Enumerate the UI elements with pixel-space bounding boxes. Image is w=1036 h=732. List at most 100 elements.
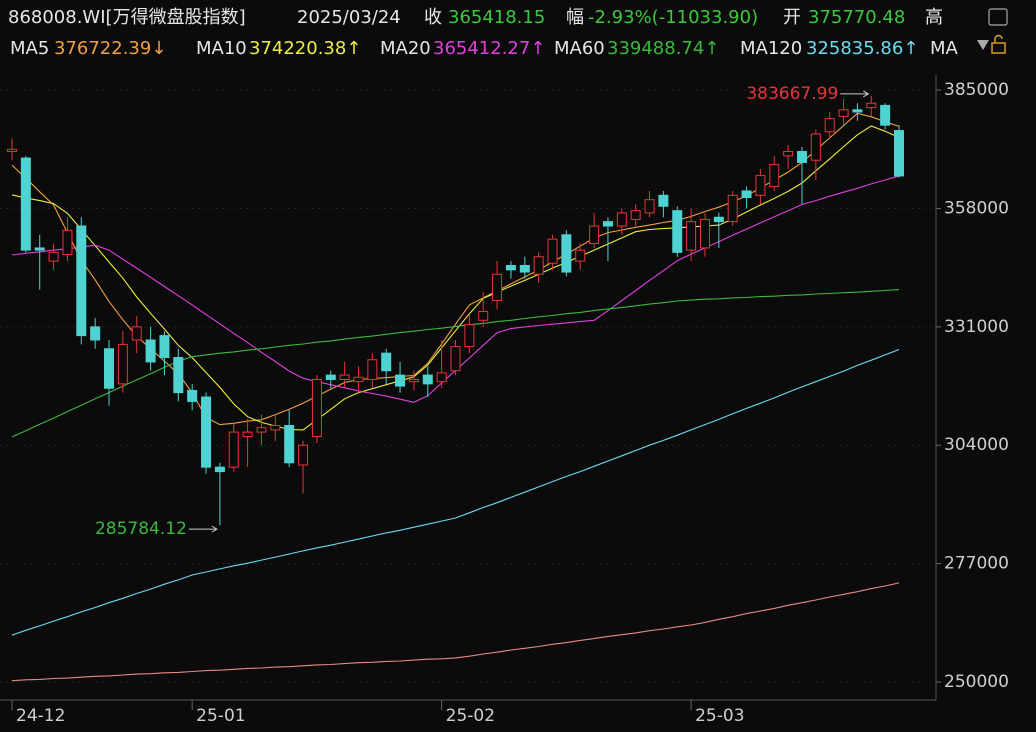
candle-body xyxy=(616,212,627,227)
candle-body xyxy=(325,374,336,380)
candle-body xyxy=(894,130,904,177)
annotation: 383667.99 xyxy=(746,84,838,104)
candle-body xyxy=(76,225,87,337)
open-label: 开 xyxy=(783,7,801,28)
candle-body xyxy=(575,249,586,262)
y-tick-label: 331000 xyxy=(944,317,1009,337)
candle-body xyxy=(810,133,821,161)
date: 2025/03/24 xyxy=(297,7,401,28)
candle-body xyxy=(519,264,530,273)
candle-body xyxy=(187,389,198,402)
candle-body xyxy=(838,109,849,117)
candle-body xyxy=(367,359,378,380)
toolbar-icons xyxy=(977,8,1008,54)
change-label: 幅 xyxy=(566,7,584,28)
candle-body xyxy=(505,264,516,271)
high-label: 高 xyxy=(925,7,943,28)
ma-line xyxy=(11,582,900,682)
candle-body xyxy=(117,343,128,385)
legend-name: MA10 xyxy=(196,38,247,59)
candle-body xyxy=(159,335,170,359)
wp-icon[interactable] xyxy=(988,8,1008,26)
candle-body xyxy=(713,216,724,223)
change-value: -2.93%(-11033.90) xyxy=(588,7,759,28)
candle-body xyxy=(699,218,710,249)
annotation-arrow xyxy=(840,90,870,98)
candle-body xyxy=(852,109,863,113)
legend-value: 374220.38↑ xyxy=(249,38,361,59)
ma-line xyxy=(11,112,900,426)
x-tick-label: 24-12 xyxy=(16,706,65,726)
legend-value: 365412.27↑ xyxy=(433,38,545,59)
candle-body xyxy=(630,210,641,220)
lock-shackle xyxy=(994,34,1003,43)
candle-body xyxy=(450,346,461,372)
legend-value: 339488.74↑ xyxy=(607,38,719,59)
candle-body xyxy=(658,194,669,207)
candle-body xyxy=(145,339,156,363)
candle-body xyxy=(672,210,683,253)
legend-name: MA5 xyxy=(10,38,49,59)
candle-body xyxy=(589,225,600,245)
legend-name: MA xyxy=(930,38,959,59)
candle-body xyxy=(173,357,184,394)
candle-body xyxy=(533,256,544,275)
candle-body xyxy=(270,425,281,431)
candle-body xyxy=(796,150,807,163)
candle-body xyxy=(284,425,295,464)
candle-body xyxy=(880,104,891,126)
candle-body xyxy=(339,374,350,380)
y-tick-label: 250000 xyxy=(944,672,1009,692)
candle-body xyxy=(48,251,59,262)
close-value: 365418.15 xyxy=(448,7,546,28)
candle-body xyxy=(311,378,322,437)
annotation: 285784.12 xyxy=(95,519,187,539)
y-tick-label: 358000 xyxy=(944,198,1009,218)
legend-value: 376722.39↓ xyxy=(54,38,166,59)
lock-icon[interactable] xyxy=(991,42,1006,54)
legend-name: MA20 xyxy=(380,38,431,59)
legend-mask xyxy=(960,38,974,60)
candle-body xyxy=(755,175,766,196)
candle-body xyxy=(20,157,31,251)
x-tick-label: 25-03 xyxy=(695,706,744,726)
candle-body xyxy=(201,396,212,468)
open-value: 375770.48 xyxy=(808,7,906,28)
candle-body xyxy=(7,148,17,152)
candle-body xyxy=(395,374,406,387)
candle-body xyxy=(561,234,572,273)
legend-value: 325835.86↑ xyxy=(806,38,918,59)
dropdown-icon[interactable] xyxy=(977,40,989,50)
candle-body xyxy=(727,194,738,223)
legend-name: MA120 xyxy=(740,38,802,59)
legend-name: MA60 xyxy=(554,38,605,59)
ma-line xyxy=(11,348,900,636)
candle-body xyxy=(866,102,877,109)
y-tick-label: 385000 xyxy=(944,80,1009,100)
y-tick-label: 304000 xyxy=(944,435,1009,455)
candle-body xyxy=(644,199,655,214)
candle-body xyxy=(34,247,45,251)
candle-body xyxy=(769,164,780,188)
ma-line xyxy=(11,289,900,438)
candle-body xyxy=(256,427,267,433)
ma-line xyxy=(11,125,900,431)
candle-body xyxy=(547,238,558,264)
candle-body xyxy=(741,190,752,199)
candle-body xyxy=(90,326,101,341)
candle-body xyxy=(104,348,115,389)
candle-body xyxy=(62,229,73,256)
candle-body xyxy=(492,273,503,302)
candle-body xyxy=(228,431,239,468)
candle-body xyxy=(478,311,489,321)
candle-body xyxy=(422,374,433,385)
candle-body xyxy=(602,221,613,227)
candle-body xyxy=(131,326,142,341)
candle-body xyxy=(436,372,447,383)
y-tick-label: 277000 xyxy=(944,554,1009,574)
annotation-arrow xyxy=(188,525,218,533)
x-tick-label: 25-02 xyxy=(446,706,495,726)
candle-body xyxy=(464,324,475,348)
